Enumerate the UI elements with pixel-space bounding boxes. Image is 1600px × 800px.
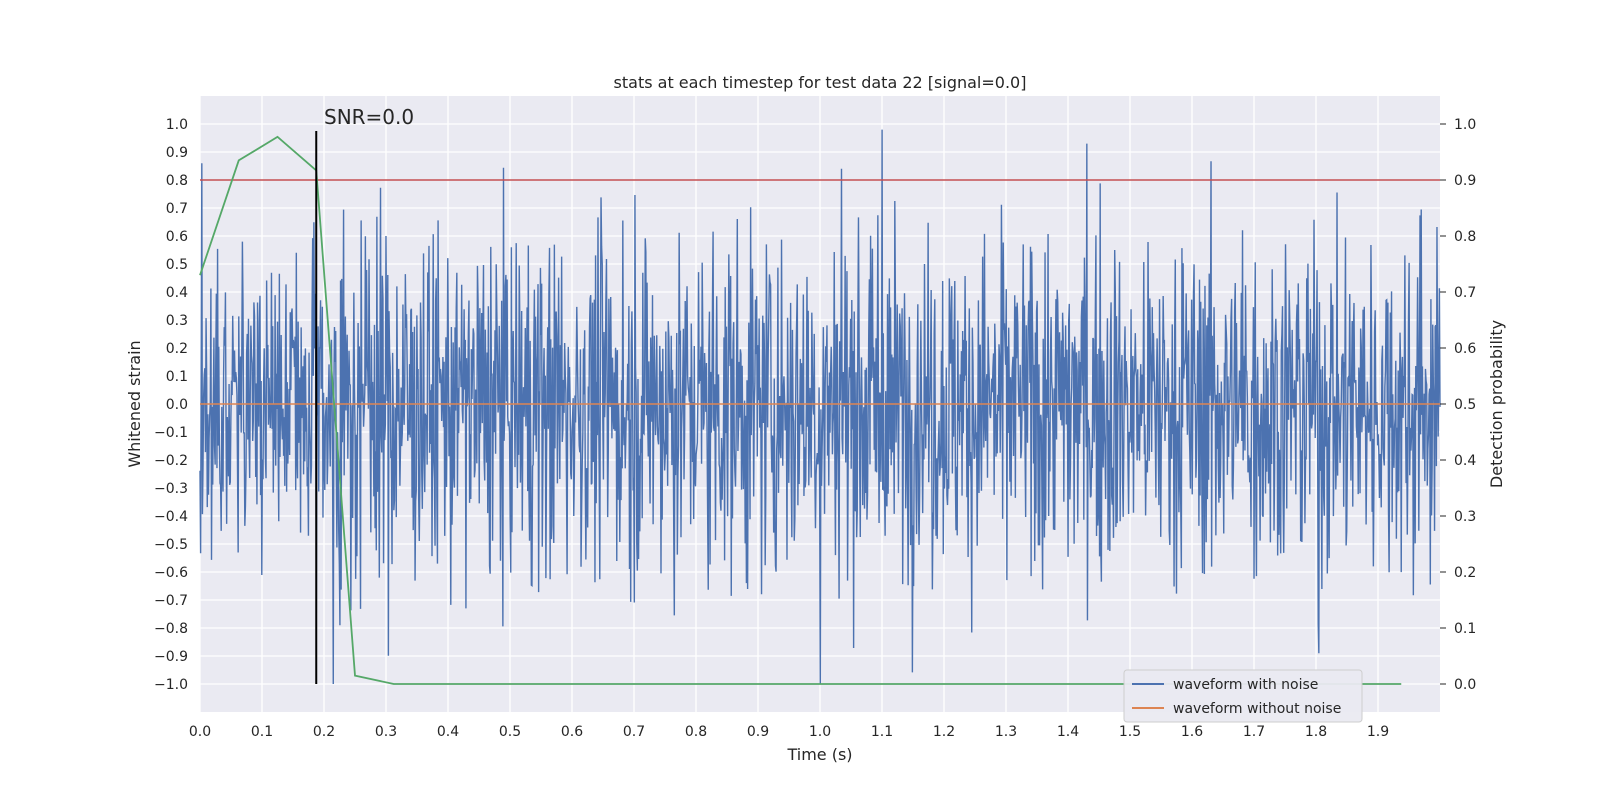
- y2-tick-label: 0.9: [1454, 173, 1476, 189]
- x-tick-label: 0.8: [685, 724, 707, 740]
- y2-tick-label: 0.2: [1454, 565, 1476, 581]
- y-tick-label: 0.1: [166, 369, 188, 385]
- legend: waveform with noise waveform without noi…: [1123, 669, 1363, 723]
- x-tick-label: 0.0: [189, 724, 211, 740]
- x-tick-label: 1.3: [995, 724, 1017, 740]
- y-tick-label: 0.8: [166, 173, 188, 189]
- y-tick-label: −0.7: [154, 593, 188, 609]
- x-tick-label: 0.6: [561, 724, 583, 740]
- y-tick-label: 0.5: [166, 257, 188, 273]
- y2-tick-label: 0.5: [1454, 397, 1476, 413]
- x-tick-label: 0.4: [437, 724, 459, 740]
- x-tick-label: 1.4: [1057, 724, 1079, 740]
- y-tick-label: −0.1: [154, 425, 188, 441]
- x-tick-label: 1.0: [809, 724, 831, 740]
- legend-label-clean: waveform without noise: [1173, 701, 1341, 717]
- y-tick-label: −0.3: [154, 481, 188, 497]
- y-tick-label: 0.6: [166, 229, 188, 245]
- x-tick-label: 0.9: [747, 724, 769, 740]
- y2-tick-label: 0.4: [1454, 453, 1476, 469]
- y-tick-label: 0.3: [166, 313, 188, 329]
- y-tick-label: −0.9: [154, 649, 188, 665]
- y2-tick-label: 0.0: [1454, 677, 1476, 693]
- y2-tick-label: 0.6: [1454, 341, 1476, 357]
- y-tick-label: −0.4: [154, 509, 188, 525]
- y2-tick-label: 0.1: [1454, 621, 1476, 637]
- y2-tick-label: 0.8: [1454, 229, 1476, 245]
- y-tick-label: −0.8: [154, 621, 188, 637]
- chart-title: stats at each timestep for test data 22 …: [614, 73, 1027, 92]
- snr-annotation: SNR=0.0: [324, 105, 414, 129]
- y-tick-label: 0.2: [166, 341, 188, 357]
- y-tick-label: −0.2: [154, 453, 188, 469]
- y2-tick-label: 0.7: [1454, 285, 1476, 301]
- series-waveform-with-noise: [199, 129, 1441, 685]
- ticks-layer: 0.0 0.1 0.2 0.3 0.4 0.5 0.6 0.7 0.8 0.9 1.0 1.1 1.2 1…: [154, 117, 1476, 740]
- x-tick-label: 0.2: [313, 724, 335, 740]
- y2-tick-label: 0.3: [1454, 509, 1476, 525]
- y2-tick-label: 1.0: [1454, 117, 1476, 133]
- x-axis-label: Time (s): [786, 745, 852, 764]
- y-tick-label: −0.6: [154, 565, 188, 581]
- x-tick-label: 0.7: [623, 724, 645, 740]
- x-tick-label: 1.7: [1243, 724, 1265, 740]
- x-tick-label: 1.1: [871, 724, 893, 740]
- y2-axis-label: Detection probability: [1487, 320, 1506, 488]
- y-tick-label: 1.0: [166, 117, 188, 133]
- y-tick-label: 0.0: [166, 397, 188, 413]
- y-axis-label: Whitened strain: [125, 340, 144, 467]
- y-tick-label: −1.0: [154, 677, 188, 693]
- legend-label-noise: waveform with noise: [1173, 677, 1318, 693]
- x-tick-label: 1.2: [933, 724, 955, 740]
- x-tick-label: 1.8: [1305, 724, 1327, 740]
- x-tick-label: 1.9: [1367, 724, 1389, 740]
- x-tick-label: 1.5: [1119, 724, 1141, 740]
- y-tick-label: 0.4: [166, 285, 188, 301]
- legend-box: [1123, 669, 1363, 723]
- y-tick-label: 0.7: [166, 201, 188, 217]
- x-tick-label: 0.3: [375, 724, 397, 740]
- x-tick-label: 1.6: [1181, 724, 1203, 740]
- y-tick-label: −0.5: [154, 537, 188, 553]
- y-tick-label: 0.9: [166, 145, 188, 161]
- x-tick-label: 0.1: [251, 724, 273, 740]
- x-tick-label: 0.5: [499, 724, 521, 740]
